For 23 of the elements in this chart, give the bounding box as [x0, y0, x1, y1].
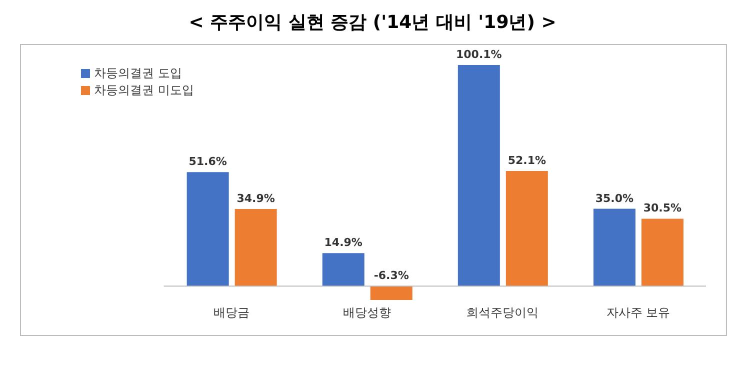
bar	[593, 208, 636, 286]
x-tick-label: 배당성향	[343, 306, 392, 320]
data-label: 35.0%	[595, 192, 634, 205]
bar	[322, 253, 364, 286]
data-label: 30.5%	[643, 202, 682, 215]
bar	[506, 171, 548, 286]
bar	[234, 209, 277, 286]
data-label: 52.1%	[508, 154, 546, 168]
bar	[186, 172, 229, 286]
chart-title: < 주주이익 실현 증감 ('14년 대비 '19년) >	[188, 11, 558, 35]
bar	[458, 65, 500, 286]
data-label: -6.3%	[374, 269, 409, 282]
data-label: 34.9%	[236, 192, 275, 206]
legend-label: 차등의결권 미도입	[94, 83, 194, 97]
data-label: 51.6%	[188, 155, 227, 168]
x-tick-label: 배당금	[214, 306, 250, 320]
x-tick-label: 자사주 보유	[606, 306, 670, 320]
bar	[370, 286, 412, 300]
x-tick-label: 희석주당이익	[466, 306, 539, 320]
data-label: 100.1%	[456, 48, 502, 61]
data-label: 14.9%	[324, 236, 362, 250]
legend-label: 차등의결권 도입	[94, 66, 182, 80]
bar	[641, 218, 684, 286]
